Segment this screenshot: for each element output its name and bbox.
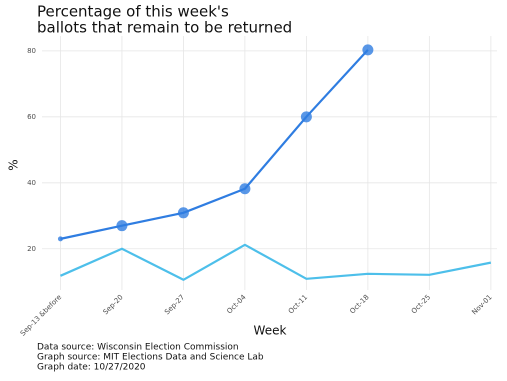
x-tick-label: Sep-13 &before (19, 293, 63, 337)
series-line (60, 49, 369, 240)
point (57, 236, 63, 242)
chart-title: Percentage of this week's (37, 3, 229, 21)
chart-title: ballots that remain to be returned (37, 19, 292, 37)
x-axis-label: Week (254, 324, 287, 338)
y-tick-label: 20 (27, 245, 36, 253)
point (362, 44, 374, 56)
x-tick-label: Sep-27 (163, 293, 186, 316)
y-tick-label: 60 (27, 113, 36, 121)
point (300, 111, 312, 123)
y-tick-label: 40 (27, 179, 36, 187)
x-tick-label: Oct-25 (410, 293, 432, 315)
x-tick-label: Oct-11 (287, 293, 309, 315)
caption: Data source: Wisconsin Election Commissi… (37, 343, 239, 353)
y-tick-label: 80 (27, 47, 36, 55)
caption: Graph source: MIT Elections Data and Sci… (37, 353, 264, 363)
caption: Graph date: 10/27/2020 (37, 363, 146, 373)
point (116, 220, 128, 232)
series-line (60, 243, 492, 281)
x-tick-label: Oct-04 (225, 293, 248, 316)
point (177, 207, 189, 219)
point (239, 183, 251, 195)
x-tick-label: Oct-18 (348, 293, 370, 315)
x-tick-label: Nov-01 (470, 293, 493, 316)
y-axis-label: % (7, 159, 21, 170)
x-tick-label: Sep-20 (102, 293, 125, 316)
